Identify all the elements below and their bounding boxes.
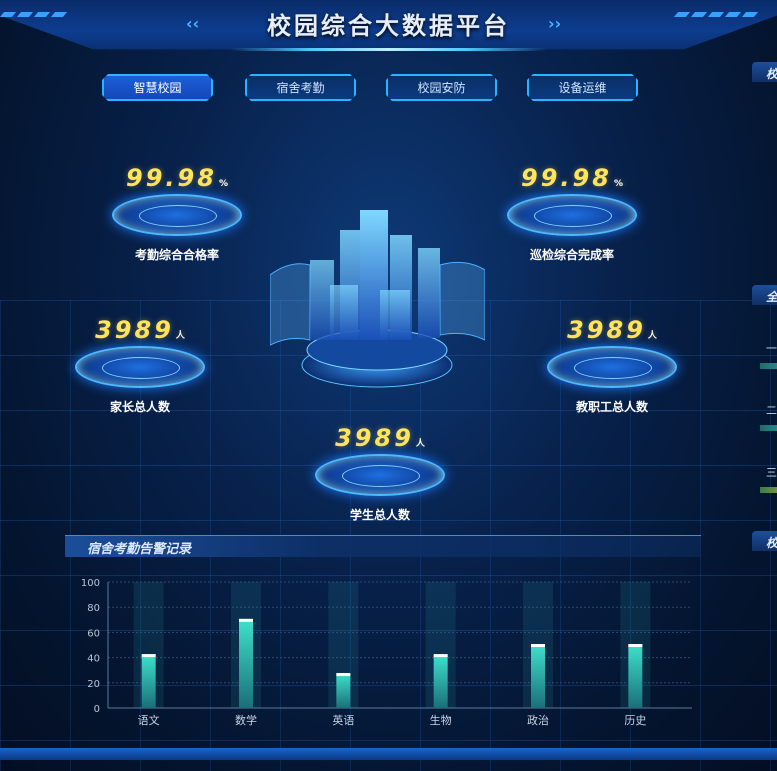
right-rank-label: 二 bbox=[766, 404, 777, 417]
tab-device-maintenance[interactable]: 设备运维 bbox=[527, 74, 638, 101]
platform-icon bbox=[75, 346, 205, 388]
x-tick-label: 历史 bbox=[624, 714, 646, 727]
platform-icon bbox=[112, 194, 242, 236]
y-tick-label: 60 bbox=[87, 628, 100, 639]
stat-value: 3989 bbox=[95, 316, 174, 344]
x-tick-label: 数学 bbox=[235, 713, 257, 727]
chevron-right-icon: ›› bbox=[548, 14, 562, 33]
stat-unit: 人 bbox=[175, 331, 185, 341]
bar-cap bbox=[239, 618, 253, 622]
attendance-alert-chart: 0 20 40 60 80 100 语文 数学 英语 生物 政治 历史 bbox=[81, 578, 692, 727]
stat-unit: 人 bbox=[647, 331, 657, 341]
stat-value: 3989 bbox=[335, 424, 414, 452]
tab-campus-security[interactable]: 校园安防 bbox=[386, 74, 497, 101]
tab-dorm-attendance[interactable]: 宿舍考勤 bbox=[245, 74, 356, 101]
stat-label: 家长总人数 bbox=[109, 400, 170, 414]
stat-value: 99.98 bbox=[521, 164, 612, 192]
stat-attendance-rate: 99.98% 考勤综合合格率 bbox=[97, 164, 257, 274]
chart-panel-title: 宿舍考勤告警记录 bbox=[87, 542, 192, 557]
right-rank-label: 三 bbox=[766, 466, 777, 479]
campus-3d-model-icon bbox=[270, 210, 485, 388]
right-panel-header-2: 全 bbox=[752, 285, 777, 305]
bar bbox=[239, 619, 253, 708]
bar bbox=[336, 673, 351, 708]
chart-panel-header: 宿舍考勤告警记录 bbox=[65, 535, 701, 557]
stat-label: 学生总人数 bbox=[349, 508, 410, 522]
stat-inspection-rate: 99.98% 巡检综合完成率 bbox=[492, 164, 652, 274]
right-panel-header-1: 校 bbox=[752, 62, 777, 82]
bar bbox=[433, 655, 448, 708]
x-tick-label: 政治 bbox=[527, 713, 549, 727]
bar-cap bbox=[141, 654, 156, 658]
stat-staff: 3989 人 教职工总人数 bbox=[532, 316, 692, 426]
page-title: 校园综合大数据平台 bbox=[267, 12, 510, 40]
y-tick-label: 100 bbox=[81, 578, 100, 589]
stat-value: 99.98 bbox=[126, 164, 217, 192]
platform-icon bbox=[315, 454, 445, 496]
x-tick-label: 生物 bbox=[430, 713, 452, 727]
y-tick-label: 80 bbox=[87, 603, 100, 614]
bar-cap bbox=[628, 644, 643, 647]
y-tick-label: 20 bbox=[87, 679, 100, 690]
right-rank-bar bbox=[760, 487, 777, 493]
bar bbox=[628, 645, 643, 708]
stat-label: 考勤综合合格率 bbox=[134, 248, 219, 262]
right-rank-bar bbox=[760, 363, 777, 369]
stat-unit: % bbox=[218, 179, 228, 189]
footer-bar bbox=[0, 748, 777, 760]
right-panel-header-3: 校 bbox=[752, 531, 777, 551]
right-rank-label: 一 bbox=[766, 342, 777, 355]
bar bbox=[141, 655, 156, 708]
y-tick-label: 40 bbox=[87, 654, 100, 665]
tab-smart-campus[interactable]: 智慧校园 bbox=[102, 74, 213, 101]
stat-students: 3989 人 学生总人数 bbox=[300, 424, 460, 534]
chevron-left-icon: ‹‹ bbox=[186, 14, 200, 33]
platform-icon bbox=[507, 194, 637, 236]
stat-parents: 3989 人 家长总人数 bbox=[60, 316, 220, 426]
bar-cap bbox=[531, 644, 545, 647]
bar-cap bbox=[433, 654, 448, 658]
stat-unit: 人 bbox=[415, 439, 425, 449]
stat-value: 3989 bbox=[567, 316, 646, 344]
stat-label: 巡检综合完成率 bbox=[529, 248, 614, 262]
header-bar bbox=[0, 0, 777, 50]
bar bbox=[531, 645, 545, 708]
stat-unit: % bbox=[613, 179, 623, 189]
stat-label: 教职工总人数 bbox=[575, 400, 648, 414]
bar-cap bbox=[336, 672, 351, 676]
right-rank-bar bbox=[760, 425, 777, 431]
x-tick-label: 英语 bbox=[332, 713, 354, 727]
y-tick-label: 0 bbox=[94, 704, 100, 715]
x-tick-label: 语文 bbox=[138, 713, 160, 727]
header-glow bbox=[230, 48, 547, 51]
platform-icon bbox=[547, 346, 677, 388]
